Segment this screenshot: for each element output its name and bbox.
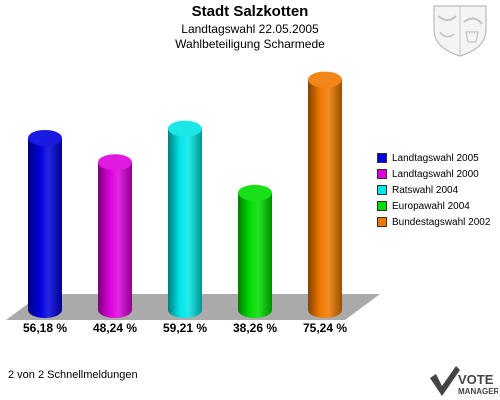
- bar-value-label: 75,24 %: [303, 321, 347, 335]
- bar: [168, 128, 202, 318]
- bar: [308, 79, 342, 318]
- chart-subtitle-date: Landtagswahl 22.05.2005: [181, 22, 319, 36]
- legend-item: Europawahl 2004: [377, 198, 490, 214]
- legend-swatch: [377, 217, 387, 227]
- logo-text-vote: VOTE: [458, 372, 494, 387]
- bar-value-label: 56,18 %: [23, 321, 67, 335]
- legend-item: Landtagswahl 2005: [377, 150, 490, 166]
- legend-label: Bundestagswahl 2002: [392, 216, 491, 228]
- legend-swatch: [377, 201, 387, 211]
- chart-subtitle-turnout: Wahlbeteiligung Scharmede: [175, 37, 325, 51]
- legend-swatch: [377, 185, 387, 195]
- bar-top: [308, 71, 342, 88]
- legend-item: Bundestagswahl 2002: [377, 214, 490, 230]
- legend: Landtagswahl 2005 Landtagswahl 2000 Rats…: [377, 150, 490, 230]
- bar-top: [28, 129, 62, 146]
- vote-manager-logo: VOTE MANAGER: [430, 366, 498, 396]
- legend-item: Landtagswahl 2000: [377, 166, 490, 182]
- footer-status: 2 von 2 Schnellmeldungen: [8, 369, 138, 381]
- bar-top: [98, 154, 132, 171]
- bar: [238, 192, 272, 318]
- checkmark-icon: [430, 366, 460, 396]
- bar-top: [168, 120, 202, 137]
- legend-label: Ratswahl 2004: [392, 184, 459, 196]
- legend-swatch: [377, 169, 387, 179]
- legend-swatch: [377, 153, 387, 163]
- legend-label: Europawahl 2004: [392, 200, 470, 212]
- chart-title: Stadt Salzkotten: [191, 3, 309, 20]
- legend-item: Ratswahl 2004: [377, 182, 490, 198]
- bar-top: [238, 184, 272, 201]
- legend-label: Landtagswahl 2000: [392, 168, 479, 180]
- bar: [98, 162, 132, 318]
- coat-of-arms-icon: [433, 5, 487, 57]
- logo-text-manager: MANAGER: [458, 387, 498, 396]
- bar: [28, 137, 62, 318]
- bar-value-label: 48,24 %: [93, 321, 137, 335]
- bar-value-label: 38,26 %: [233, 321, 277, 335]
- legend-label: Landtagswahl 2005: [392, 152, 479, 164]
- bar-value-label: 59,21 %: [163, 321, 207, 335]
